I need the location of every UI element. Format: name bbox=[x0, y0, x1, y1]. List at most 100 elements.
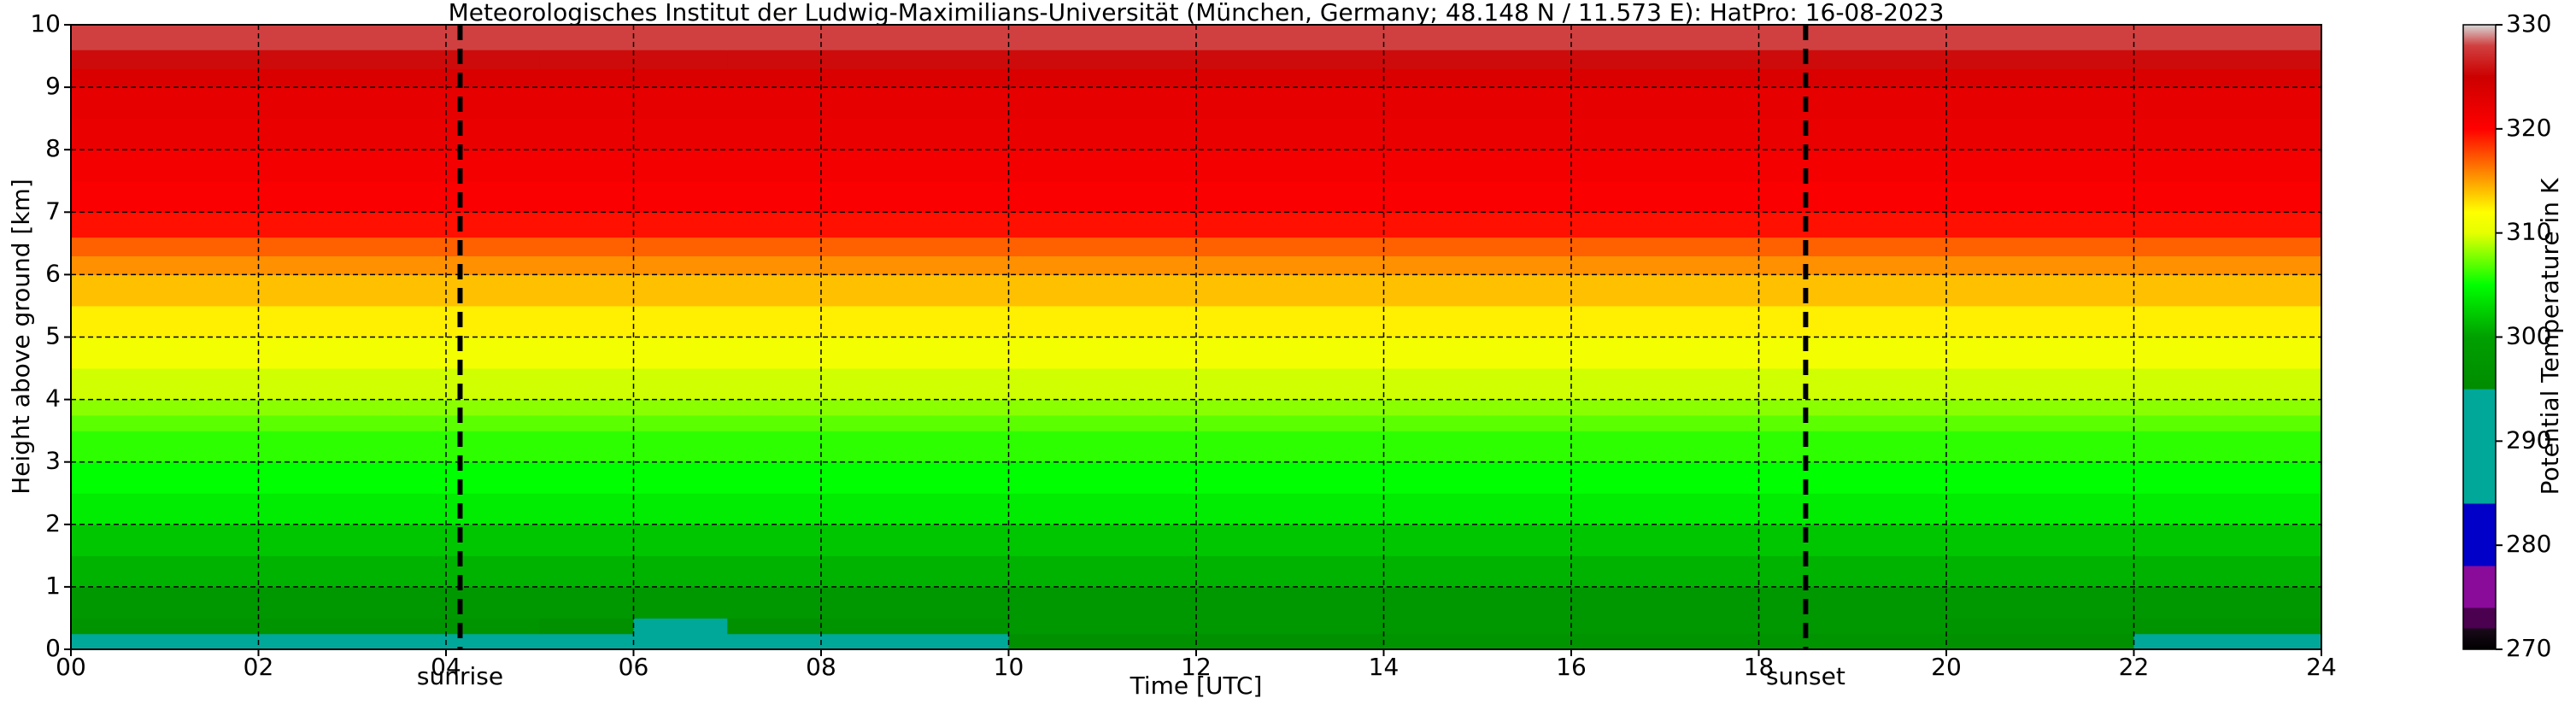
heatmap-cell bbox=[539, 118, 634, 150]
heatmap-cell bbox=[821, 212, 1009, 238]
heatmap-cell bbox=[2133, 237, 2322, 256]
heatmap-cell bbox=[727, 524, 822, 556]
heatmap-cell bbox=[727, 87, 822, 120]
heatmap-cell bbox=[633, 87, 728, 120]
heatmap-cell bbox=[71, 431, 259, 463]
heatmap-cell bbox=[821, 524, 1009, 556]
heatmap-cell bbox=[633, 555, 728, 588]
heatmap-cell bbox=[821, 414, 1009, 431]
heatmap-cell bbox=[821, 118, 1009, 150]
heatmap-cell bbox=[1008, 414, 1384, 431]
heatmap-cell bbox=[258, 555, 447, 588]
heatmap-cell bbox=[1758, 337, 1947, 369]
heatmap-cell bbox=[539, 305, 634, 337]
heatmap-cell bbox=[258, 305, 447, 337]
x-tick-label: 06 bbox=[619, 653, 649, 681]
y-tick-label: 5 bbox=[45, 322, 61, 350]
heatmap-cell bbox=[727, 399, 822, 416]
heatmap-cell bbox=[258, 399, 447, 416]
heatmap-cell bbox=[821, 399, 1009, 416]
heatmap-cell bbox=[727, 25, 822, 50]
heatmap-cell bbox=[633, 50, 728, 69]
heatmap-cell bbox=[2133, 493, 2322, 525]
heatmap-cell bbox=[539, 399, 634, 416]
heatmap-cell bbox=[1758, 237, 1947, 256]
heatmap-cell bbox=[821, 50, 1009, 69]
heatmap-cell bbox=[258, 586, 447, 619]
heatmap-cell bbox=[727, 50, 822, 69]
heatmap-cell bbox=[71, 368, 259, 401]
heatmap-cell bbox=[1946, 493, 2134, 525]
heatmap-cell bbox=[821, 493, 1009, 525]
heatmap-cell bbox=[1946, 50, 2134, 69]
colorbar-tick-label: 320 bbox=[2506, 114, 2551, 142]
heatmap-cell bbox=[1008, 237, 1384, 256]
heatmap-cell bbox=[446, 618, 541, 635]
heatmap-cell bbox=[258, 274, 447, 307]
heatmap-cell bbox=[2133, 524, 2322, 556]
heatmap-cell bbox=[633, 618, 728, 635]
heatmap-cell bbox=[539, 150, 634, 182]
heatmap-cell bbox=[539, 555, 634, 588]
heatmap-cell bbox=[71, 414, 259, 431]
y-tick-label: 9 bbox=[45, 72, 61, 100]
y-tick-label: 7 bbox=[45, 197, 61, 225]
heatmap-cell bbox=[633, 180, 728, 213]
heatmap-cell bbox=[539, 431, 634, 463]
heatmap-cell bbox=[1946, 555, 2134, 588]
heatmap-cell bbox=[1383, 414, 1759, 431]
heatmap-cell bbox=[539, 87, 634, 120]
y-tick-label: 2 bbox=[45, 509, 61, 537]
heatmap-cell bbox=[821, 305, 1009, 337]
heatmap-cell bbox=[1946, 586, 2134, 619]
heatmap-cell bbox=[1758, 633, 1947, 650]
heatmap-cell bbox=[821, 555, 1009, 588]
heatmap-cell bbox=[539, 255, 634, 275]
heatmap-cell bbox=[727, 68, 822, 88]
heatmap-cell bbox=[258, 87, 447, 120]
heatmap-cell bbox=[446, 414, 541, 431]
heatmap-cell bbox=[727, 212, 822, 238]
heatmap-cell bbox=[2133, 414, 2322, 431]
heatmap-cell bbox=[258, 212, 447, 238]
heatmap-cell bbox=[2133, 337, 2322, 369]
heatmap-cell bbox=[1946, 25, 2134, 50]
heatmap-cell bbox=[2133, 87, 2322, 120]
x-tick-label: 24 bbox=[2306, 653, 2337, 681]
heatmap-cell bbox=[71, 493, 259, 525]
heatmap-cell bbox=[821, 337, 1009, 369]
heatmap-cell bbox=[258, 50, 447, 69]
heatmap-cell bbox=[2133, 50, 2322, 69]
heatmap-cell bbox=[258, 368, 447, 401]
marker-label: sunrise bbox=[417, 662, 503, 690]
heatmap-cell bbox=[71, 274, 259, 307]
heatmap-cell bbox=[258, 633, 447, 650]
heatmap-cell bbox=[1946, 274, 2134, 307]
heatmap-cell bbox=[1946, 180, 2134, 213]
colorbar-tick-label: 290 bbox=[2506, 425, 2551, 454]
heatmap-cell bbox=[1946, 414, 2134, 431]
heatmap-cell bbox=[539, 25, 634, 50]
heatmap-cell bbox=[71, 337, 259, 369]
heatmap-cell bbox=[258, 337, 447, 369]
heatmap-cell bbox=[258, 431, 447, 463]
heatmap-cell bbox=[1758, 150, 1947, 182]
heatmap-cell bbox=[539, 68, 634, 88]
heatmap-cell bbox=[2133, 461, 2322, 494]
heatmap-cell bbox=[1383, 399, 1759, 416]
heatmap-cell bbox=[633, 237, 728, 256]
heatmap-cell bbox=[539, 493, 634, 525]
heatmap-cell bbox=[1758, 524, 1947, 556]
heatmap-cell bbox=[71, 524, 259, 556]
heatmap-cell bbox=[633, 68, 728, 88]
heatmap-cell bbox=[1946, 87, 2134, 120]
heatmap-cell bbox=[821, 461, 1009, 494]
heatmap-cell bbox=[446, 237, 541, 256]
heatmap-cell bbox=[2133, 305, 2322, 337]
colorbar bbox=[2462, 24, 2497, 650]
heatmap-cell bbox=[1008, 399, 1384, 416]
heatmap-cell bbox=[821, 368, 1009, 401]
heatmap-cell bbox=[2133, 255, 2322, 275]
heatmap-cell bbox=[258, 25, 447, 50]
heatmap-cell bbox=[821, 150, 1009, 182]
